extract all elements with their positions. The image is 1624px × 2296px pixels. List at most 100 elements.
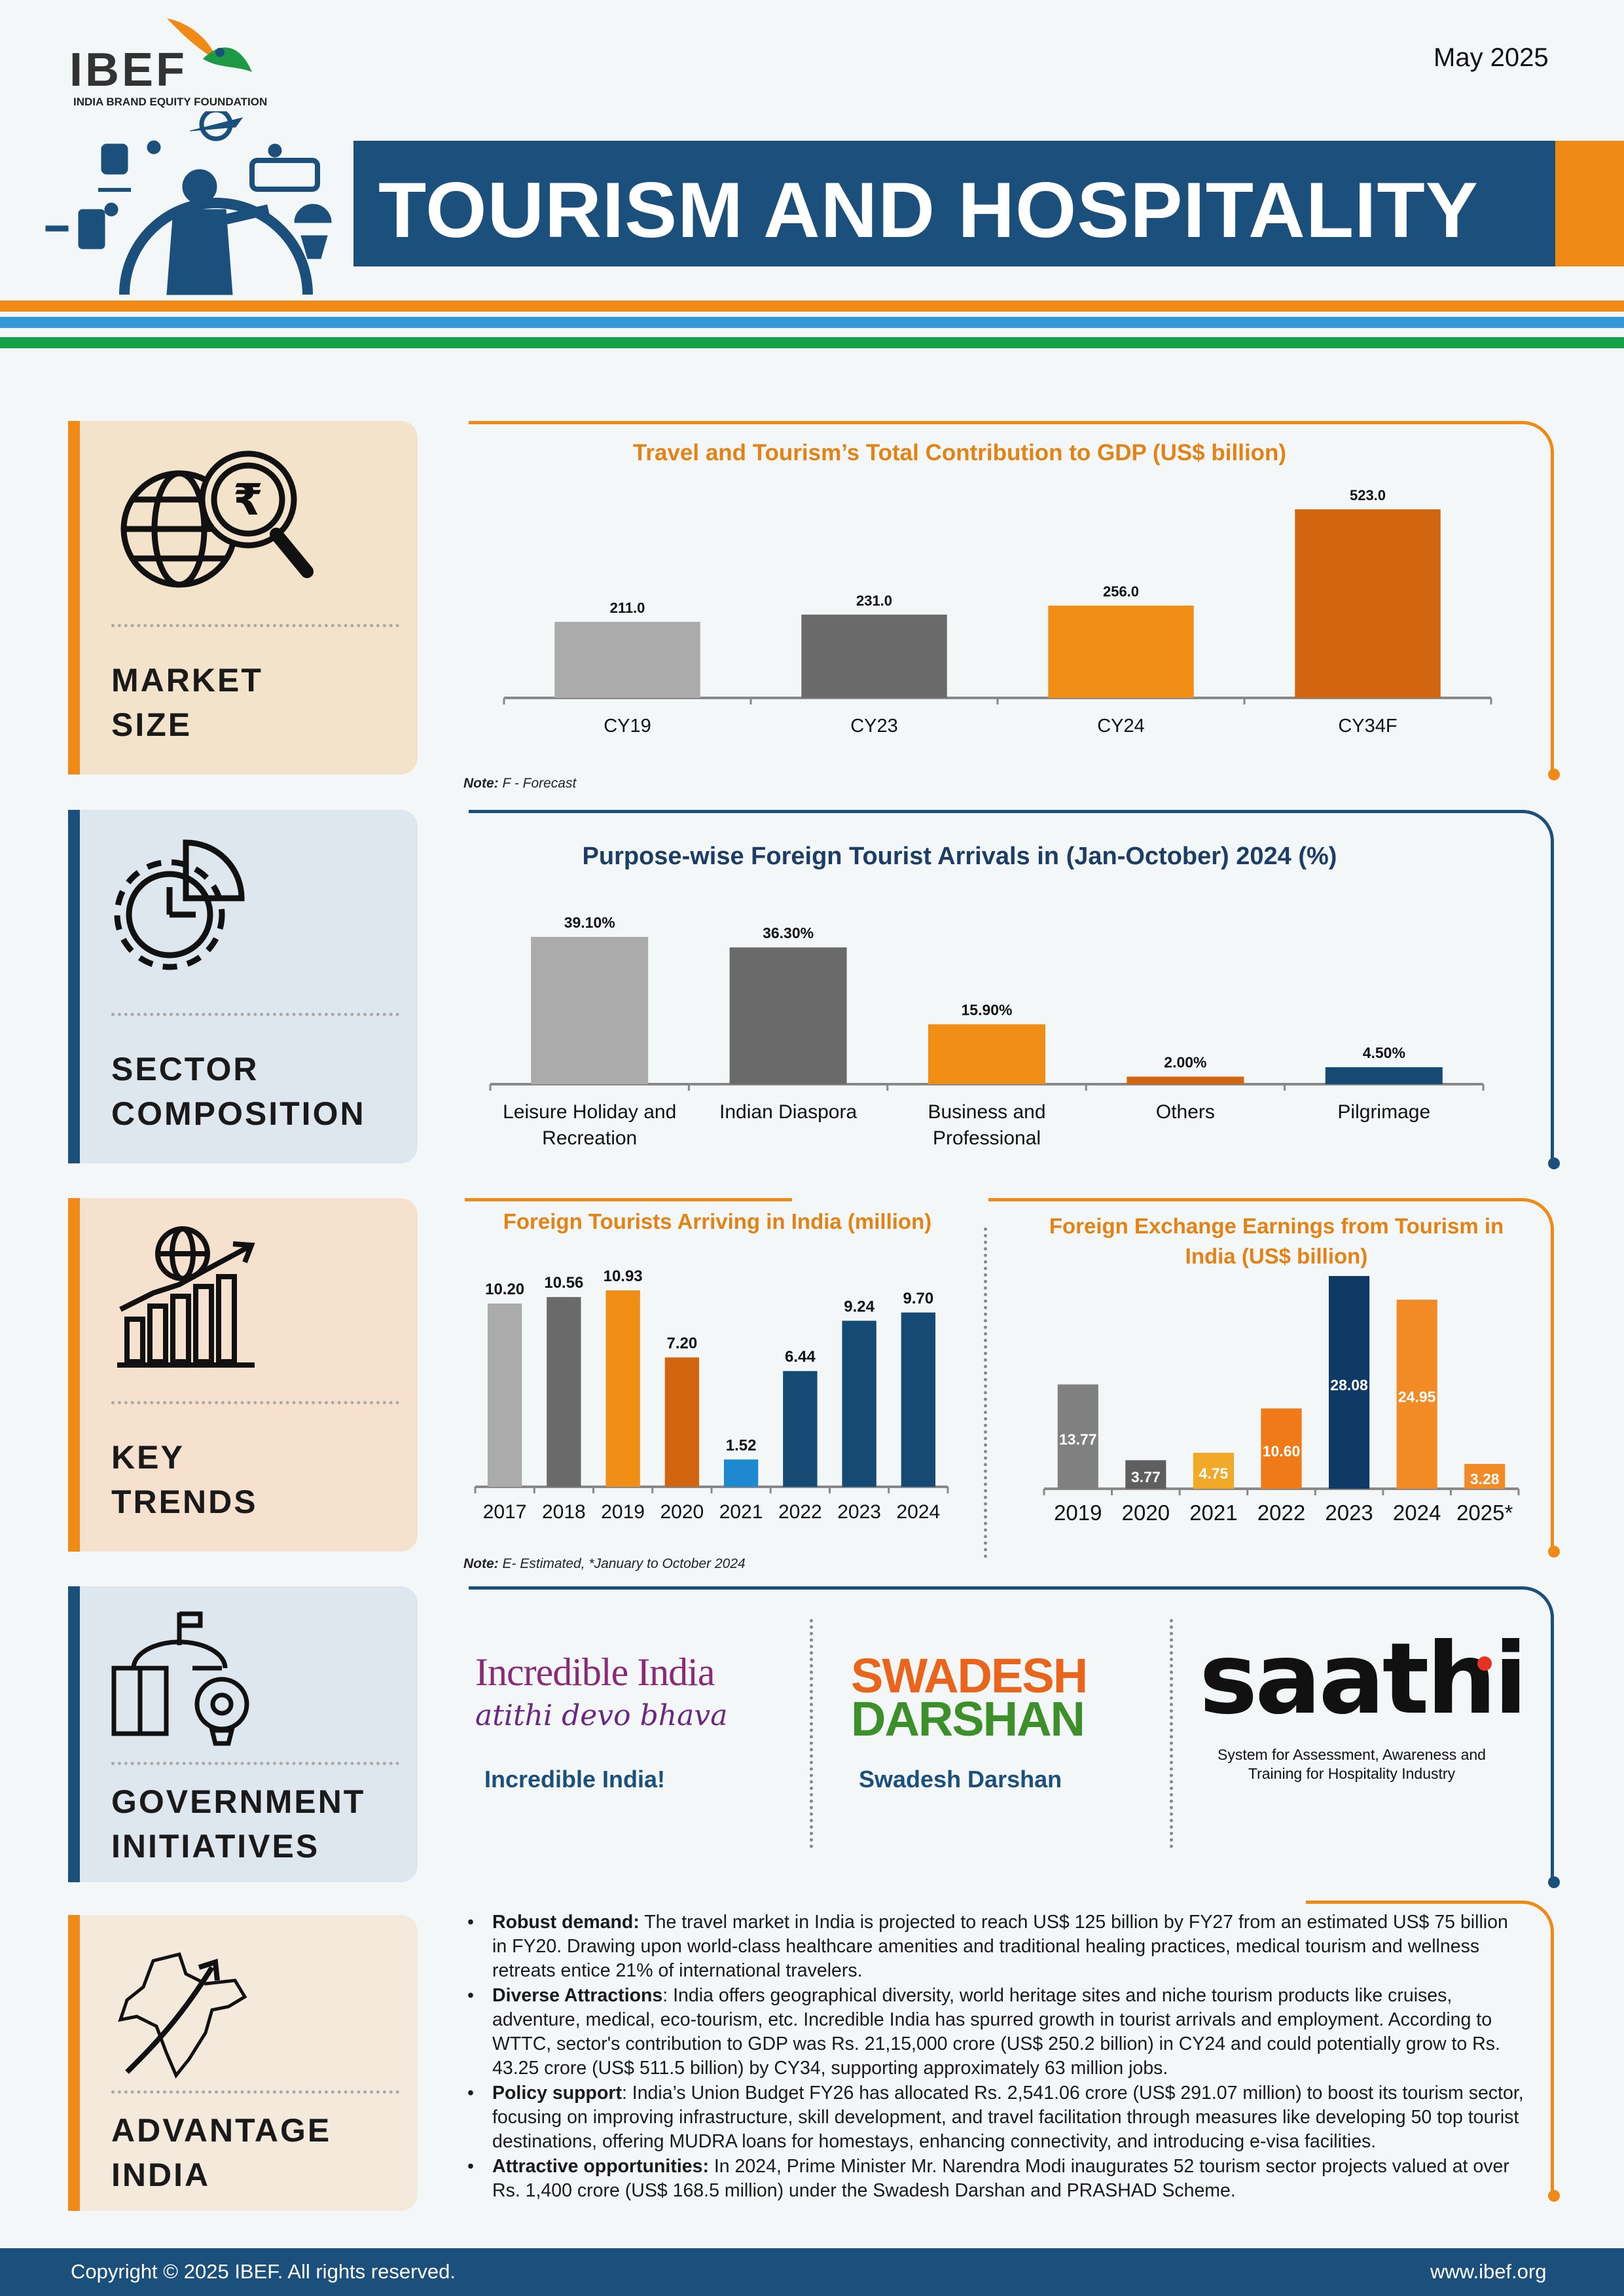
advantage-item: Policy support: India’s Union Budget FY2… bbox=[466, 2081, 1526, 2154]
bar bbox=[1057, 1384, 1098, 1489]
category-label: 2023 bbox=[837, 1501, 881, 1523]
bar bbox=[1048, 606, 1194, 698]
data-label: 9.24 bbox=[844, 1298, 875, 1315]
bar bbox=[1261, 1408, 1302, 1489]
category-label: Indian Diaspora bbox=[719, 1101, 857, 1123]
data-label: 4.75 bbox=[1199, 1465, 1229, 1482]
tourists-chart-title: Foreign Tourists Arriving in India (mill… bbox=[503, 1209, 932, 1233]
data-label: 39.10% bbox=[564, 914, 615, 931]
swadesh-darshan-logo-line2: DARSHAN bbox=[851, 1692, 1085, 1746]
market-size-card: ₹ MARKET SIZE bbox=[68, 421, 418, 774]
market-size-frame-dot bbox=[1548, 769, 1560, 780]
bar bbox=[1193, 1453, 1234, 1489]
category-label: 2022 bbox=[1257, 1501, 1305, 1525]
category-label: CY19 bbox=[604, 716, 651, 737]
saathi-logo: saathi bbox=[1199, 1622, 1528, 1736]
incredible-india-logo: Incredible India bbox=[475, 1650, 715, 1694]
data-label: 523.0 bbox=[1350, 487, 1386, 503]
category-label: CY34F bbox=[1338, 716, 1397, 737]
category-label: 2019 bbox=[1054, 1501, 1102, 1525]
advantage-label-line1: ADVANTAGE bbox=[111, 2112, 332, 2149]
government-initiatives-card: GOVERNMENT INITIATIVES bbox=[68, 1586, 418, 1882]
bird-logo-icon bbox=[167, 18, 252, 72]
hospitality-illustration-icon bbox=[45, 111, 332, 295]
publication-date: May 2025 bbox=[1434, 43, 1549, 72]
market-size-note: Note: F - Forecast bbox=[463, 776, 577, 791]
category-label: 2023 bbox=[1325, 1501, 1373, 1525]
bar bbox=[801, 614, 947, 698]
bar bbox=[1396, 1300, 1437, 1489]
data-label: 10.93 bbox=[604, 1267, 643, 1285]
category-label: 2024 bbox=[897, 1501, 941, 1523]
bar bbox=[729, 947, 847, 1084]
key-trends-frame bbox=[988, 1198, 1554, 1552]
website-link[interactable]: www.ibef.org bbox=[1430, 2260, 1547, 2283]
category-label: Business and bbox=[928, 1101, 1045, 1123]
bar bbox=[1127, 1076, 1244, 1084]
category-label: 2020 bbox=[1122, 1501, 1170, 1525]
category-label: 2022 bbox=[778, 1501, 822, 1523]
bar bbox=[1329, 1276, 1370, 1489]
page-title: TOURISM AND HOSPITALITY bbox=[378, 166, 1479, 254]
sector-composition-label-line1: SECTOR bbox=[111, 1051, 259, 1087]
data-label: 7.20 bbox=[667, 1334, 698, 1352]
bar bbox=[605, 1290, 640, 1487]
category-label: Recreation bbox=[542, 1127, 637, 1149]
bar bbox=[1464, 1464, 1506, 1489]
category-label: CY23 bbox=[850, 716, 898, 737]
sector-composition-frame-dot bbox=[1548, 1157, 1560, 1169]
government-label-line1: GOVERNMENT bbox=[111, 1783, 366, 1820]
advantage-label-line2: INDIA bbox=[111, 2157, 211, 2193]
government-label-line2: INITIATIVES bbox=[111, 1828, 320, 1865]
category-label: Pilgrimage bbox=[1337, 1101, 1430, 1123]
market-size-frame bbox=[469, 421, 1554, 774]
key-trends-label-line1: KEY bbox=[111, 1439, 185, 1476]
swadesh-darshan-logo-line1: SWADESH bbox=[851, 1649, 1088, 1703]
key-trends-frame-dot bbox=[1548, 1546, 1560, 1558]
globe-magnifier-rupee-icon: ₹ bbox=[120, 450, 314, 588]
bar bbox=[554, 621, 700, 698]
advantage-list: Robust demand: The travel market in Indi… bbox=[466, 1910, 1526, 2204]
data-label: 15.90% bbox=[961, 1002, 1012, 1019]
bar bbox=[1125, 1460, 1166, 1489]
incredible-india-tagline: atithi devo bhava bbox=[475, 1699, 728, 1732]
category-label: 2021 bbox=[719, 1501, 763, 1523]
data-label: 9.70 bbox=[903, 1290, 934, 1307]
category-label: Professional bbox=[933, 1127, 1041, 1149]
category-label: 2019 bbox=[601, 1501, 645, 1523]
government-frame bbox=[469, 1586, 1554, 1882]
advantage-frame-dot bbox=[1548, 2190, 1560, 2202]
initiatives-divider-2 bbox=[1170, 1619, 1173, 1848]
data-label: 231.0 bbox=[856, 592, 892, 609]
data-label: 10.60 bbox=[1263, 1443, 1301, 1460]
data-label: 6.44 bbox=[785, 1348, 816, 1366]
advantage-india-card: ADVANTAGE INDIA bbox=[68, 1915, 418, 2211]
data-label: 3.77 bbox=[1131, 1468, 1161, 1485]
saathi-logo-caption: System for Assessment, Awareness and Trai… bbox=[1218, 1746, 1486, 1782]
category-label: Leisure Holiday and bbox=[503, 1101, 676, 1123]
footer-bar bbox=[0, 2248, 1624, 2296]
key-trends-label-line2: TRENDS bbox=[111, 1484, 258, 1520]
government-frame-dot bbox=[1548, 1876, 1560, 1888]
blue-stripe bbox=[0, 317, 1624, 328]
bar bbox=[664, 1357, 700, 1487]
logo-subtitle: INDIA BRAND EQUITY FOUNDATION bbox=[73, 96, 268, 108]
data-label: 24.95 bbox=[1398, 1389, 1436, 1406]
category-label: 2017 bbox=[483, 1501, 527, 1523]
bar bbox=[487, 1303, 522, 1487]
foreign-exchange-chart: 13.77 2019 3.77 2020 4.75 2021 10.60 2022 28.08 2… bbox=[1043, 1276, 1520, 1525]
data-label: 13.77 bbox=[1059, 1430, 1097, 1448]
data-label: 211.0 bbox=[610, 600, 645, 616]
category-label: 2021 bbox=[1189, 1501, 1237, 1525]
data-label: 256.0 bbox=[1103, 583, 1139, 600]
incredible-india-name: Incredible India! bbox=[484, 1766, 666, 1793]
data-label: 2.00% bbox=[1164, 1053, 1206, 1070]
purpose-arrivals-chart: 39.10% Leisure Holiday and Recreation 36.30… bbox=[489, 914, 1485, 1149]
swadesh-darshan-name: Swadesh Darshan bbox=[859, 1766, 1062, 1793]
foreign-tourists-chart: 10.20 2017 10.56 2018 10.93 2019 7.20 2020 1.52 2… bbox=[474, 1267, 949, 1523]
advantage-item: Attractive opportunities: In 2024, Prime… bbox=[466, 2155, 1526, 2203]
data-label: 28.08 bbox=[1330, 1377, 1368, 1394]
data-label: 1.52 bbox=[726, 1436, 757, 1454]
data-label: 36.30% bbox=[763, 924, 814, 941]
title-banner bbox=[353, 141, 1555, 266]
